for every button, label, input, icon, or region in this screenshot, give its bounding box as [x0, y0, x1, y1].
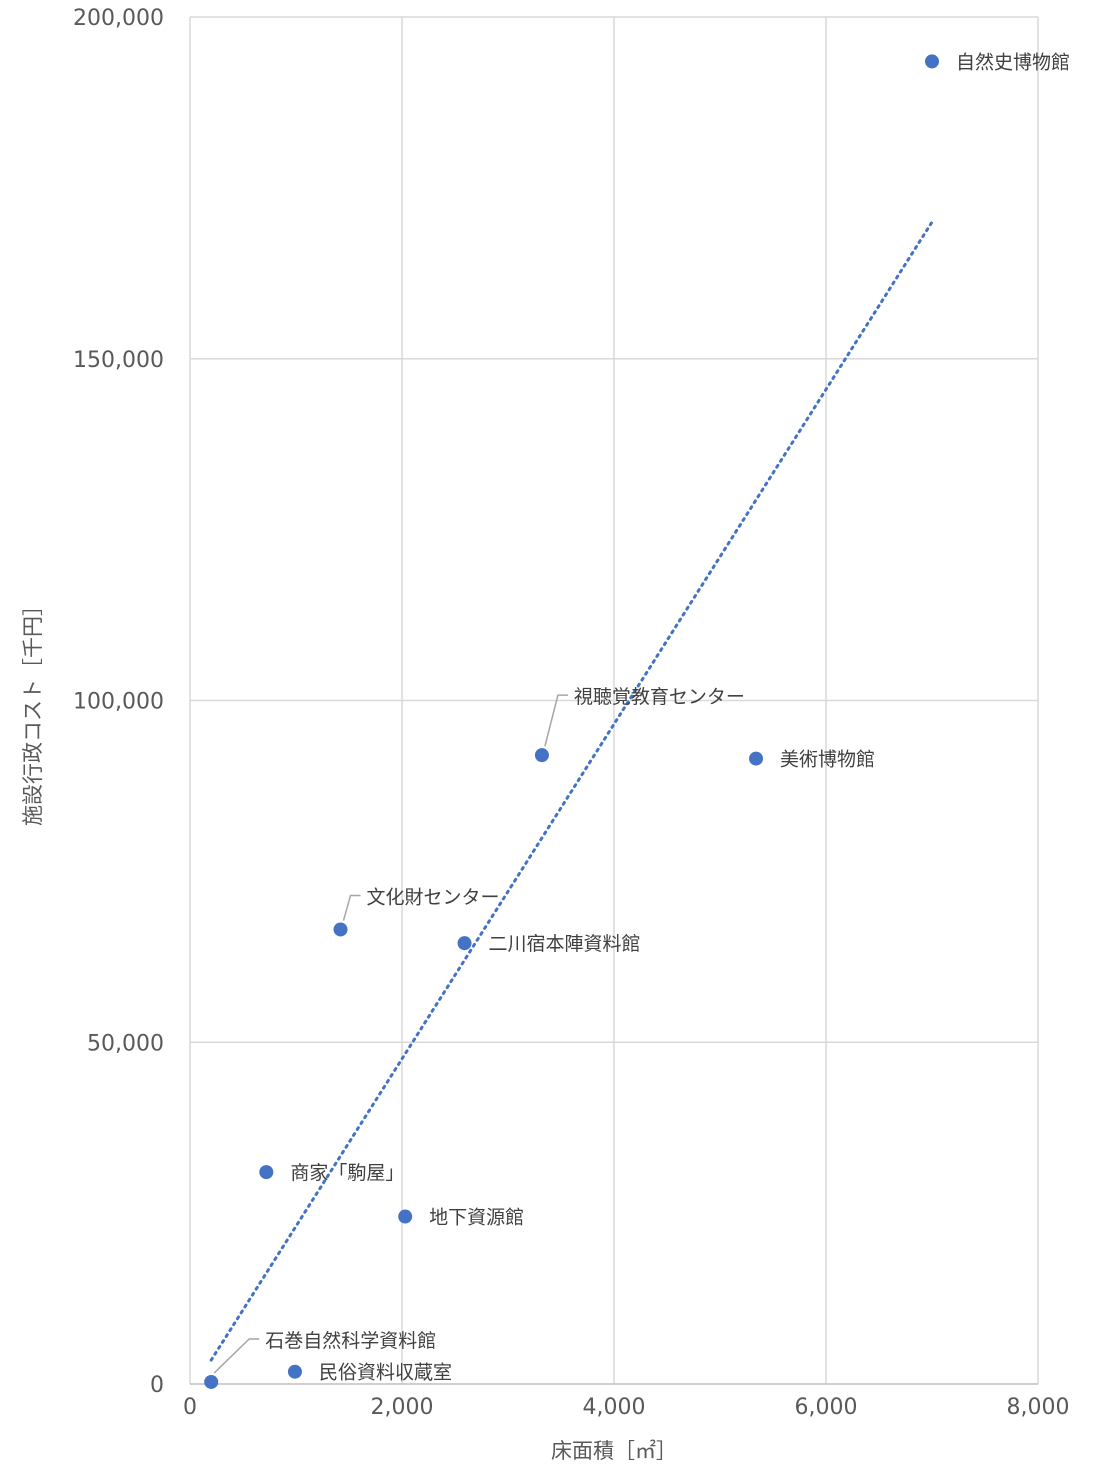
point-labels: 自然史博物館視聴覚教育センター美術博物館文化財センター二川宿本陣資料館商家「駒屋… — [265, 51, 1070, 1383]
y-tick-labels: 0 50,000 100,000 150,000 200,000 — [73, 6, 164, 1398]
x-tick-label: 2,000 — [371, 1395, 434, 1420]
data-point — [398, 1209, 413, 1224]
data-point — [204, 1374, 219, 1389]
data-point-label: 自然史博物館 — [956, 51, 1070, 73]
data-point-label: 民俗資料収蔵室 — [319, 1362, 452, 1384]
x-tick-label: 0 — [183, 1395, 197, 1420]
data-point-label: 地下資源館 — [429, 1207, 524, 1229]
label-leader-line — [213, 1338, 260, 1374]
y-tick-label: 0 — [150, 1373, 164, 1398]
data-point — [925, 54, 939, 69]
data-point-label: 視聴覚教育センター — [574, 686, 745, 708]
data-point-label: 二川宿本陣資料館 — [489, 933, 641, 955]
data-point-label: 商家「駒屋」 — [290, 1162, 404, 1184]
gridlines — [189, 16, 1039, 1384]
x-tick-label: 6,000 — [795, 1395, 858, 1420]
label-leader-line — [544, 694, 568, 747]
data-point-label: 文化財センター — [367, 886, 500, 908]
x-tick-label: 4,000 — [583, 1395, 646, 1420]
data-point-label: 美術博物館 — [780, 749, 875, 771]
y-axis-title: 施設行政コスト［千円］ — [21, 595, 45, 826]
data-point — [259, 1165, 274, 1180]
y-tick-label: 200,000 — [73, 6, 164, 31]
data-point — [749, 751, 764, 766]
x-tick-labels: 0 2,000 4,000 6,000 8,000 — [183, 1395, 1069, 1420]
data-point-label: 石巻自然科学資料館 — [265, 1330, 436, 1352]
y-tick-label: 50,000 — [87, 1031, 164, 1056]
data-point — [287, 1364, 302, 1379]
label-leader-lines — [213, 694, 568, 1374]
data-point — [457, 936, 472, 951]
data-points — [204, 54, 939, 1389]
x-tick-label: 8,000 — [1007, 1395, 1070, 1420]
x-axis-title: 床面積［㎡］ — [551, 1439, 677, 1463]
label-leader-line — [342, 894, 361, 921]
data-point — [333, 922, 348, 937]
trendline — [209, 220, 934, 1362]
data-point — [534, 748, 549, 763]
y-tick-label: 100,000 — [73, 690, 164, 715]
y-tick-label: 150,000 — [73, 348, 164, 373]
